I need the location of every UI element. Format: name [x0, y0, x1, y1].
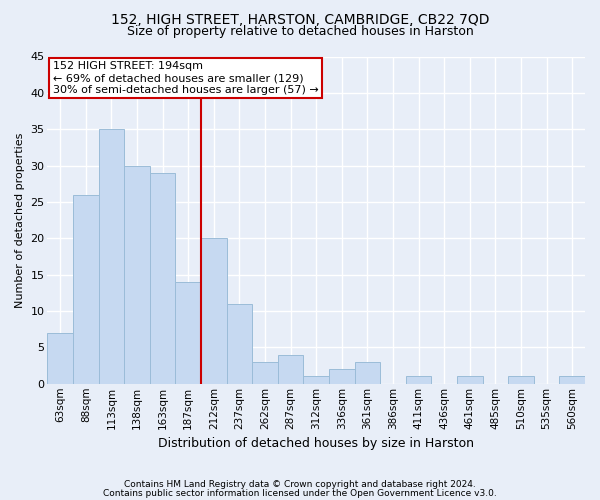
Text: 152 HIGH STREET: 194sqm
← 69% of detached houses are smaller (129)
30% of semi-d: 152 HIGH STREET: 194sqm ← 69% of detache… — [53, 62, 319, 94]
Bar — [457, 376, 482, 384]
Text: Size of property relative to detached houses in Harston: Size of property relative to detached ho… — [127, 25, 473, 38]
Text: Contains HM Land Registry data © Crown copyright and database right 2024.: Contains HM Land Registry data © Crown c… — [124, 480, 476, 489]
Bar — [355, 362, 380, 384]
Bar — [124, 166, 150, 384]
Bar — [47, 333, 73, 384]
Text: Contains public sector information licensed under the Open Government Licence v3: Contains public sector information licen… — [103, 490, 497, 498]
Bar — [329, 369, 355, 384]
Bar — [304, 376, 329, 384]
Bar — [559, 376, 585, 384]
Bar — [98, 129, 124, 384]
Bar — [150, 173, 175, 384]
Bar — [73, 194, 98, 384]
Text: 152, HIGH STREET, HARSTON, CAMBRIDGE, CB22 7QD: 152, HIGH STREET, HARSTON, CAMBRIDGE, CB… — [111, 12, 489, 26]
Bar — [227, 304, 252, 384]
X-axis label: Distribution of detached houses by size in Harston: Distribution of detached houses by size … — [158, 437, 474, 450]
Bar — [508, 376, 534, 384]
Y-axis label: Number of detached properties: Number of detached properties — [15, 132, 25, 308]
Bar — [406, 376, 431, 384]
Bar — [175, 282, 201, 384]
Bar — [201, 238, 227, 384]
Bar — [278, 354, 304, 384]
Bar — [252, 362, 278, 384]
